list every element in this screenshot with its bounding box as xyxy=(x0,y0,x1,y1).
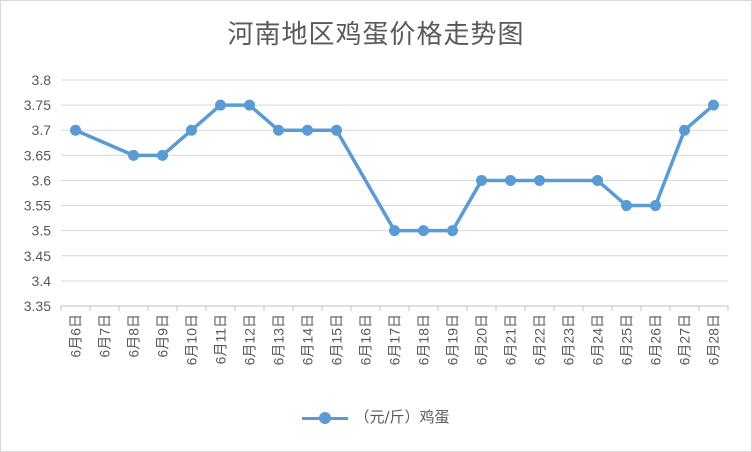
data-point xyxy=(331,124,342,136)
data-point xyxy=(592,174,603,186)
x-tick-label: 6月15日 xyxy=(329,314,345,365)
x-tick-label: 6月18日 xyxy=(416,314,432,365)
data-point xyxy=(273,124,284,136)
data-point xyxy=(70,124,81,136)
y-tick-label: 3.35 xyxy=(24,298,51,314)
x-tick-label: 6月8日 xyxy=(126,314,142,358)
x-tick-label: 6月11日 xyxy=(213,314,229,364)
y-tick-label: 3.75 xyxy=(24,97,51,113)
data-point xyxy=(157,149,168,161)
x-tick-label: 6月20日 xyxy=(474,314,490,365)
y-tick-label: 3.45 xyxy=(24,248,51,264)
x-tick-label: 6月17日 xyxy=(387,314,403,365)
legend-label: （元/斤）鸡蛋 xyxy=(354,408,450,426)
series-line-segment xyxy=(160,128,194,158)
data-point xyxy=(418,225,429,237)
legend-swatch xyxy=(302,411,349,425)
y-tick-label: 3.7 xyxy=(32,122,52,138)
data-point xyxy=(215,99,226,111)
chart-title: 河南地区鸡蛋价格走势图 xyxy=(227,20,525,50)
series-line-segment xyxy=(73,128,136,158)
x-axis: 6月6日 6月7日 6月8日 6月9日 6月10日 6月11日 6月12日 6月13日 6月14… xyxy=(60,305,729,365)
data-point xyxy=(534,174,545,186)
series-line-segment xyxy=(450,178,484,233)
x-tick-label: 6月7日 xyxy=(97,314,113,358)
data-point xyxy=(302,124,313,136)
data-point xyxy=(650,200,661,212)
series-layer xyxy=(70,99,719,237)
y-tick-label: 3.55 xyxy=(24,198,51,214)
data-point xyxy=(186,124,197,136)
x-tick-label: 6月6日 xyxy=(68,314,84,358)
data-point xyxy=(447,225,458,237)
data-point xyxy=(476,174,487,186)
x-tick-label: 6月13日 xyxy=(271,314,287,365)
x-tick-label: 6月25日 xyxy=(619,314,635,365)
x-tick-label: 6月21日 xyxy=(503,314,519,365)
data-point xyxy=(621,200,632,212)
y-tick-label: 3.5 xyxy=(32,223,52,239)
x-tick-label: 6月12日 xyxy=(242,314,258,365)
x-tick-label: 6月14日 xyxy=(300,314,316,365)
x-tick-label: 6月23日 xyxy=(561,314,577,365)
x-tick-label: 6月22日 xyxy=(532,314,548,365)
x-tick-label: 6月26日 xyxy=(648,314,664,365)
y-tick-label: 3.65 xyxy=(24,147,51,163)
x-tick-label: 6月9日 xyxy=(155,314,171,358)
y-tick-label: 3.4 xyxy=(32,273,52,289)
y-axis: 3.35 3.4 3.45 3.5 3.55 3.6 3.65 3.7 3.75 3.8 xyxy=(24,72,51,314)
series-line-segment xyxy=(247,103,281,132)
data-point xyxy=(244,99,255,111)
x-tick-label: 6月27日 xyxy=(677,314,693,365)
y-tick-label: 3.8 xyxy=(32,72,52,88)
series-line-segment xyxy=(653,128,687,208)
x-tick-label: 6月24日 xyxy=(590,314,606,365)
x-tick-label: 6月16日 xyxy=(358,314,374,365)
x-tick-label: 6月10日 xyxy=(184,314,200,365)
data-point xyxy=(128,149,139,161)
x-tick-label: 6月19日 xyxy=(445,314,461,365)
legend: （元/斤）鸡蛋 xyxy=(0,406,752,427)
x-tick-label: 6月28日 xyxy=(706,314,722,365)
y-tick-label: 3.6 xyxy=(32,172,52,188)
data-point xyxy=(679,124,690,136)
series-line-segment xyxy=(334,128,397,233)
series-line-segment xyxy=(189,103,223,132)
gridlines xyxy=(61,79,728,307)
data-point xyxy=(708,99,719,111)
series-line-segment xyxy=(682,103,716,132)
data-point xyxy=(389,225,400,237)
data-point xyxy=(505,174,516,186)
series-line-segment xyxy=(595,178,629,208)
